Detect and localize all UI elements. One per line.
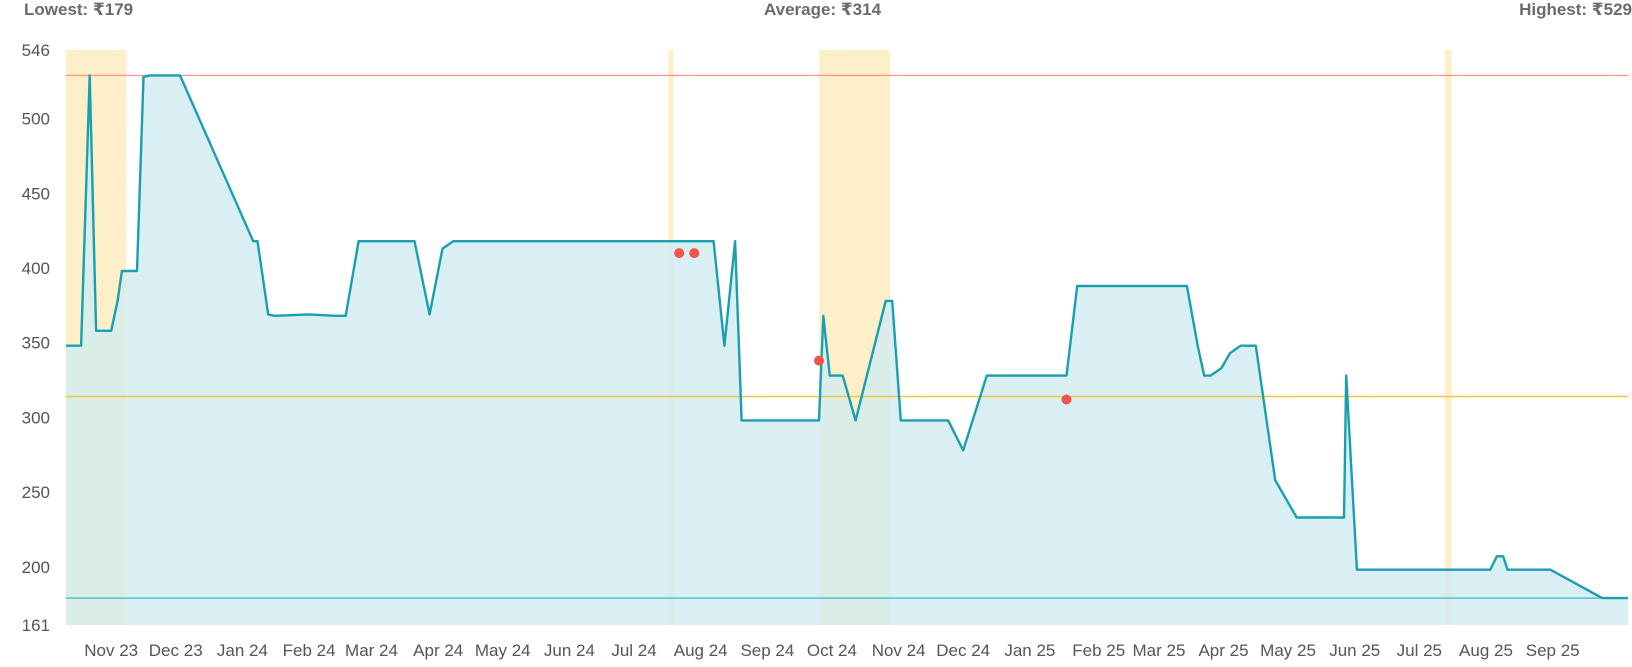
y-tick-label: 500 <box>22 110 50 129</box>
x-tick-label: Apr 24 <box>413 641 463 660</box>
x-tick-label: Sep 24 <box>740 641 794 660</box>
x-tick-label: Apr 25 <box>1198 641 1248 660</box>
x-tick-label: Jan 24 <box>217 641 268 660</box>
x-tick-label: Jul 24 <box>611 641 656 660</box>
price-line <box>66 74 1628 600</box>
x-tick-label: Nov 23 <box>84 641 138 660</box>
x-tick-label: Aug 25 <box>1459 641 1513 660</box>
average-price-label: Average: ₹314 <box>764 0 882 19</box>
y-tick-label: 350 <box>22 334 50 353</box>
x-tick-label: Feb 25 <box>1072 641 1125 660</box>
x-tick-label: Jun 24 <box>544 641 595 660</box>
y-axis: 546 500 450 400 350 300 250 200 161 <box>22 41 50 635</box>
price-markers <box>674 248 1072 405</box>
x-tick-label: Mar 24 <box>345 641 398 660</box>
y-tick-label: 546 <box>22 41 50 60</box>
x-tick-label: Feb 24 <box>283 641 336 660</box>
price-area-fill <box>66 75 1628 625</box>
price-marker <box>1061 394 1072 405</box>
price-marker <box>689 248 700 259</box>
price-marker <box>674 248 685 259</box>
price-area <box>66 75 1628 625</box>
x-tick-label: Dec 24 <box>936 641 990 660</box>
reference-lines <box>66 74 1628 599</box>
x-axis: Nov 23 Dec 23 Jan 24 Feb 24 Mar 24 Apr 24 May … <box>84 641 1579 660</box>
x-tick-label: May 24 <box>475 641 531 660</box>
x-tick-label: Oct 24 <box>807 641 857 660</box>
y-tick-label: 200 <box>22 558 50 577</box>
x-tick-label: Sep 25 <box>1526 641 1580 660</box>
y-tick-label: 400 <box>22 259 50 278</box>
y-tick-label: 300 <box>22 408 50 427</box>
y-tick-label: 250 <box>22 483 50 502</box>
y-tick-label: 450 <box>22 184 50 203</box>
x-tick-label: Jan 25 <box>1004 641 1055 660</box>
x-tick-label: Mar 25 <box>1133 641 1186 660</box>
x-tick-label: Jul 25 <box>1397 641 1442 660</box>
y-tick-label: 161 <box>22 616 50 635</box>
price-line-path <box>66 74 1628 600</box>
x-tick-label: May 25 <box>1260 641 1316 660</box>
highlight-band-3 <box>1445 50 1452 625</box>
x-tick-label: Nov 24 <box>872 641 926 660</box>
x-tick-label: Aug 24 <box>674 641 728 660</box>
x-tick-label: Dec 23 <box>149 641 203 660</box>
lowest-price-label: Lowest: ₹179 <box>24 0 134 19</box>
highest-price-label: Highest: ₹529 <box>1519 0 1632 19</box>
price-marker <box>814 355 825 366</box>
x-tick-label: Jun 25 <box>1329 641 1380 660</box>
